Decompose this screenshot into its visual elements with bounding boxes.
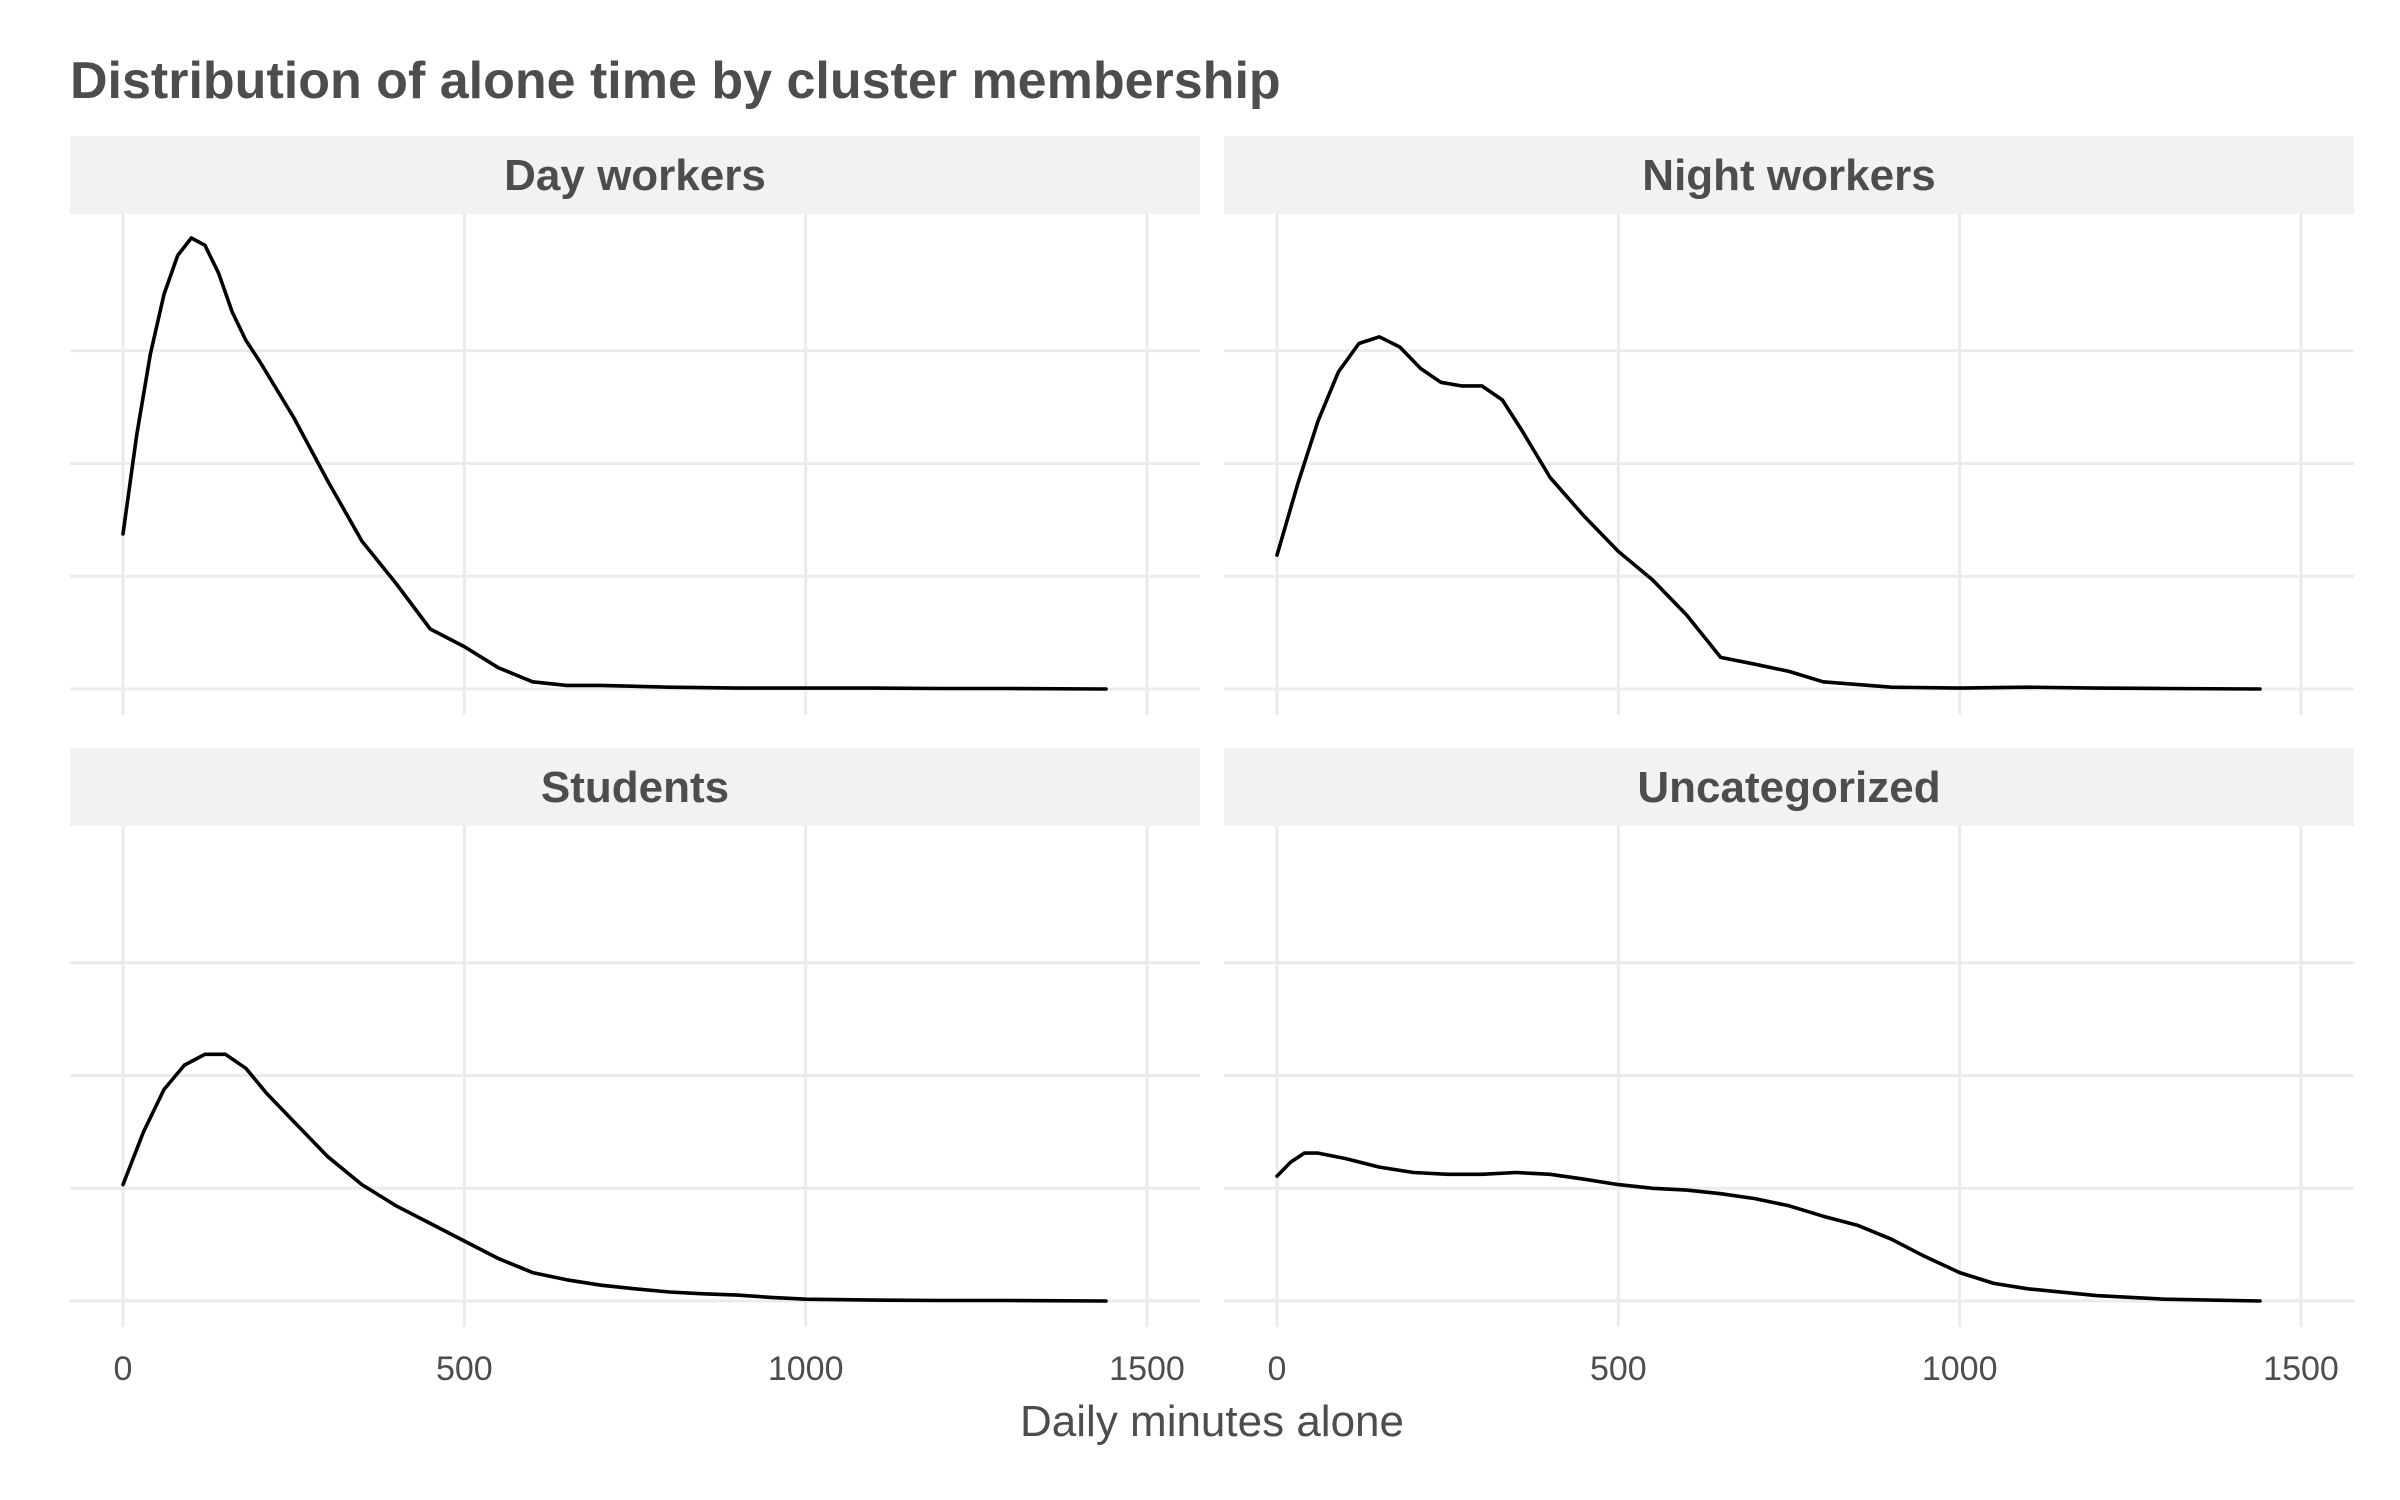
facet-panel: Students 0 500 1000 1500	[70, 748, 1200, 1388]
facet-panel: Uncategorized 0 500 1000 1500	[1224, 748, 2354, 1388]
density-line	[1275, 335, 2262, 691]
facet-strip	[1224, 136, 2354, 214]
facet-strip-label: Students	[541, 763, 729, 812]
facet-strip-label: Night workers	[1642, 151, 1935, 200]
facet-strip-label: Day workers	[504, 151, 766, 200]
facet-strip	[70, 136, 1200, 214]
x-axis-title: Daily minutes alone	[1020, 1397, 1404, 1446]
x-tick-label: 1500	[2263, 1350, 2339, 1388]
density-line	[121, 1052, 1108, 1303]
density-line	[1275, 1151, 2262, 1303]
facet-strip	[70, 748, 1200, 826]
x-tick-label: 0	[1268, 1350, 1287, 1388]
x-tick-label: 500	[1590, 1350, 1647, 1388]
facet-grid: Day workers Night workers Students 0 500 1000…	[70, 136, 2354, 1388]
x-tick-label: 0	[114, 1350, 133, 1388]
x-tick-label: 1000	[768, 1350, 844, 1388]
chart-title: Distribution of alone time by cluster me…	[70, 52, 1281, 110]
facet-panel: Day workers	[70, 136, 1200, 715]
facet-strip-label: Uncategorized	[1637, 763, 1940, 812]
x-tick-label: 500	[436, 1350, 493, 1388]
x-tick-label: 1500	[1109, 1350, 1185, 1388]
x-tick-label: 1000	[1922, 1350, 1998, 1388]
density-line	[121, 236, 1108, 691]
facet-panel: Night workers	[1224, 136, 2354, 715]
facet-strip	[1224, 748, 2354, 826]
